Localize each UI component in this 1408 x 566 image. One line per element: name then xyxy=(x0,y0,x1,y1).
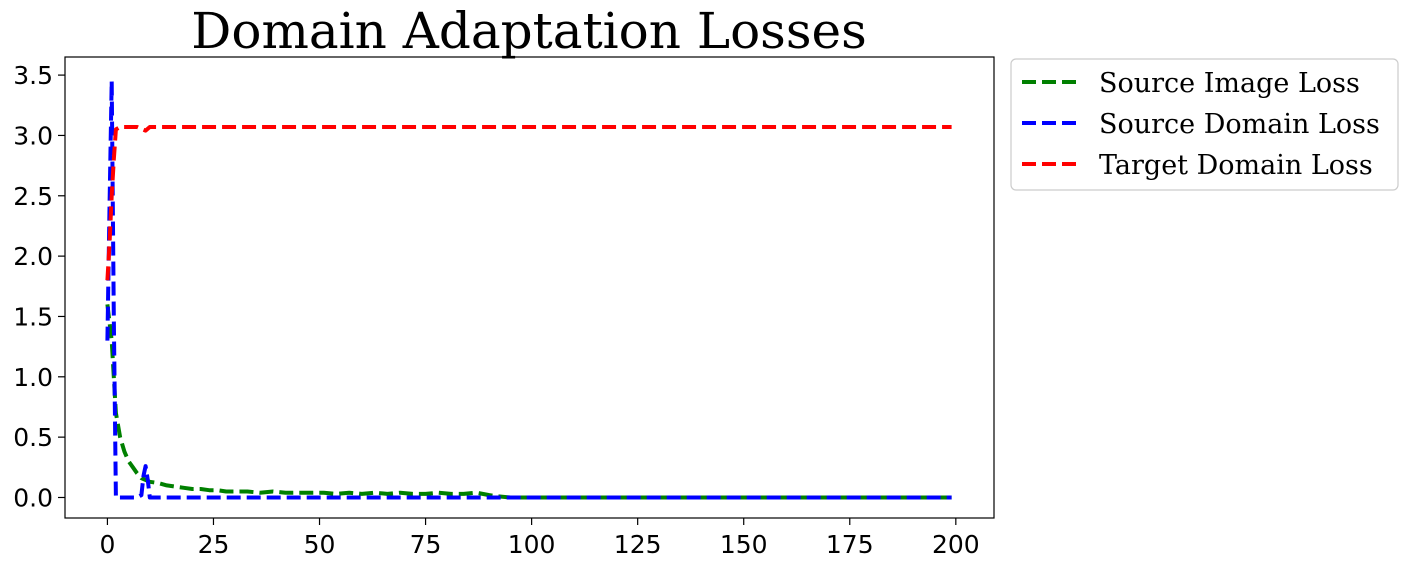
y-tick-label: 1.5 xyxy=(13,302,53,331)
y-tick-label: 2.5 xyxy=(13,182,53,211)
series-line-source-image xyxy=(105,304,952,500)
y-tick-label: 2.0 xyxy=(13,242,53,271)
chart-title: Domain Adaptation Losses xyxy=(191,2,867,60)
legend-label-target-domain: Target Domain Loss xyxy=(1099,150,1373,181)
y-tick-label: 3.0 xyxy=(13,121,53,150)
legend-label-source-domain: Source Domain Loss xyxy=(1099,109,1380,140)
x-tick-label: 25 xyxy=(198,530,230,559)
x-tick-label: 175 xyxy=(826,530,874,559)
x-tick-label: 200 xyxy=(932,530,980,559)
y-axis: 0.0 0.5 1.0 1.5 2.0 2.5 3.0 3.5 xyxy=(13,61,65,512)
plot-frame xyxy=(64,56,995,519)
x-tick-label: 125 xyxy=(614,530,662,559)
x-tick-label: 150 xyxy=(720,530,768,559)
x-tick-label: 75 xyxy=(410,530,442,559)
y-tick-label: 3.5 xyxy=(13,61,53,90)
x-tick-label: 100 xyxy=(508,530,556,559)
y-tick-label: 0.0 xyxy=(13,483,53,512)
x-axis: 0 25 50 75 100 125 150 175 200 xyxy=(99,518,980,559)
series-line-target-domain xyxy=(105,125,952,281)
legend: Source Image Loss Source Domain Loss Tar… xyxy=(1010,58,1399,191)
x-tick-label: 0 xyxy=(99,530,115,559)
y-tick-label: 0.5 xyxy=(13,423,53,452)
x-tick-label: 50 xyxy=(304,530,336,559)
y-tick-label: 1.0 xyxy=(13,363,53,392)
series-layer xyxy=(105,79,952,500)
legend-box xyxy=(1010,58,1399,191)
legend-label-source-image: Source Image Loss xyxy=(1099,68,1360,99)
series-line-source-domain xyxy=(105,79,952,500)
